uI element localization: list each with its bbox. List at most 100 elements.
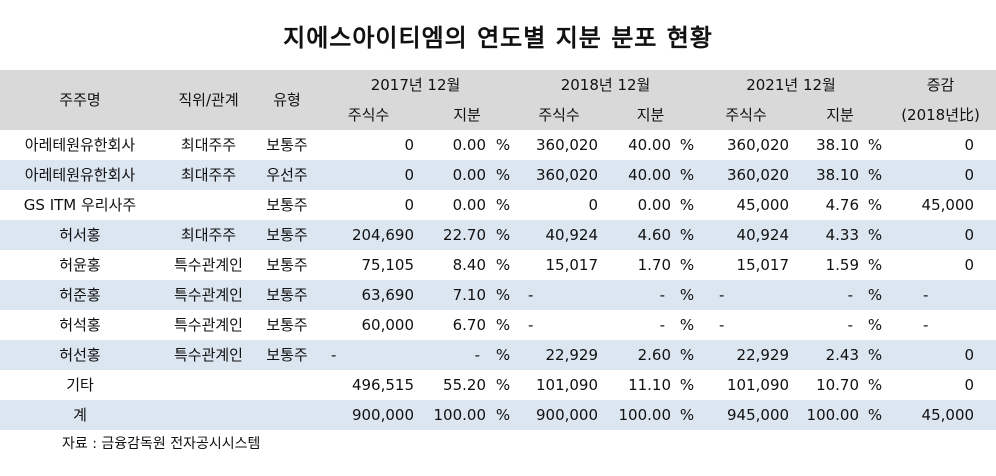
pct-2018-cell: % [679, 376, 695, 394]
table-body: 아레테원유한회사 최대주주 보통주 0 0.00% 360,020 40.00% 360,02… [0, 130, 996, 430]
holder-cell: 허준홍 [59, 286, 101, 304]
shares-2018-cell: 0 [588, 196, 599, 214]
position-cell [160, 400, 257, 430]
pct-2018-cell: % [679, 346, 695, 364]
holder-cell: 계 [73, 406, 87, 424]
pct-2018-cell: % [679, 226, 695, 244]
header-stake-2021: 지분 [826, 106, 854, 124]
table-row: 기타 496,515 55.20% 101,090 11.10% 101,090 10.70… [0, 370, 996, 400]
holder-cell: 기타 [66, 376, 94, 394]
pct-2021-cell: % [867, 376, 883, 394]
type-cell: 우선주 [266, 166, 308, 184]
holder-cell: 아레테원유한회사 [24, 166, 136, 184]
source-note: 자료 : 금융감독원 전자공시시스템 [62, 436, 261, 452]
change-cell: 0 [964, 166, 975, 184]
shares-2017-cell: 496,515 [351, 376, 414, 394]
stake-2021-cell: 100.00 [806, 406, 860, 424]
stake-2018-cell: 100.00 [618, 406, 672, 424]
pct-2021-cell: % [867, 346, 883, 364]
title-bar: 지에스아이티엠의 연도별 지분 분포 현황 [0, 0, 996, 70]
shares-2017-cell: 75,105 [361, 256, 415, 274]
pct-2018-cell: % [679, 196, 695, 214]
stake-2021-cell: - [847, 286, 854, 304]
stake-2018-cell: 40.00 [628, 136, 672, 154]
shares-2018-cell: 360,020 [535, 136, 599, 154]
stake-2018-cell: - [659, 286, 666, 304]
shares-2021-cell: 45,000 [736, 196, 790, 214]
shares-2018-cell: - [528, 316, 534, 334]
stake-2017-cell: 0.00 [452, 136, 486, 154]
stake-2017-cell: 100.00 [433, 406, 487, 424]
stake-2021-cell: 1.59 [825, 256, 860, 274]
pct-2017-cell: % [495, 196, 511, 214]
stake-2017-cell: 6.70 [452, 316, 486, 334]
change-cell: - [923, 286, 929, 304]
table-row: 아레테원유한회사 최대주주 보통주 0 0.00% 360,020 40.00% 360,02… [0, 130, 996, 160]
position-cell [160, 370, 257, 400]
type-cell: 보통주 [266, 256, 308, 274]
shares-2017-cell: 60,000 [361, 316, 415, 334]
change-cell: 0 [964, 226, 975, 244]
position-cell [160, 190, 257, 220]
shares-2021-cell: - [719, 286, 725, 304]
shares-2017-cell: 63,690 [361, 286, 415, 304]
table-row: 허선홍 특수관계인 보통주 - -% 22,929 2.60% 22,929 2.43% 0 [0, 340, 996, 370]
stake-2018-cell: - [659, 316, 666, 334]
shares-2018-cell: 101,090 [535, 376, 599, 394]
header-change: 증감 [926, 76, 955, 94]
stake-2021-cell: 38.10 [816, 166, 860, 184]
holder-cell: GS ITM 우리사주 [23, 196, 137, 214]
table-row: 허서홍 최대주주 보통주 204,690 22.70% 40,924 4.60% 40,924… [0, 220, 996, 250]
table-row: 계 900,000 100.00% 900,000 100.00% 945,000 100.… [0, 400, 996, 430]
position-cell: 최대주주 [180, 226, 237, 244]
header-shares-2021: 주식수 [725, 106, 767, 124]
type-cell: 보통주 [266, 136, 308, 154]
shares-2018-cell: 900,000 [535, 406, 599, 424]
stake-2021-cell: 10.70 [816, 376, 860, 394]
header-change-sub: (2018년比) [901, 106, 980, 124]
pct-2017-cell: % [495, 316, 511, 334]
header-stake-2018: 지분 [636, 106, 665, 124]
shares-2017-cell: 204,690 [351, 226, 414, 244]
stake-2017-cell: 0.00 [452, 196, 486, 214]
header-position: 직위/관계 [178, 91, 239, 109]
holder-cell: 허윤홍 [59, 256, 101, 274]
type-cell: 보통주 [266, 316, 308, 334]
type-cell [257, 370, 317, 400]
stake-2018-cell: 2.60 [637, 346, 672, 364]
stake-2017-cell: - [474, 346, 480, 364]
shares-2018-cell: 22,929 [545, 346, 599, 364]
pct-2018-cell: % [679, 406, 695, 424]
shares-2021-cell: 360,020 [727, 136, 790, 154]
table-header: 주주명 직위/관계 유형 2017년 12월 2018년 12월 2021년 1… [0, 70, 996, 130]
change-cell: 0 [964, 136, 975, 154]
change-cell: 0 [964, 376, 975, 394]
header-holder: 주주명 [59, 91, 101, 109]
stake-2021-cell: - [847, 316, 854, 334]
shares-2021-cell: 101,090 [727, 376, 790, 394]
shares-2017-cell: 0 [404, 136, 414, 154]
shares-2017-cell: 0 [404, 196, 414, 214]
stake-2017-cell: 55.20 [443, 376, 486, 394]
pct-2017-cell: % [495, 166, 511, 184]
header-shares-2017: 주식수 [347, 106, 390, 124]
pct-2018-cell: % [679, 256, 695, 274]
shares-2017-cell: - [331, 346, 337, 364]
pct-2018-cell: % [679, 286, 695, 304]
shares-2018-cell: 360,020 [535, 166, 599, 184]
shares-2021-cell: 22,929 [736, 346, 790, 364]
shares-2021-cell: 40,924 [736, 226, 790, 244]
shares-2021-cell: 360,020 [727, 166, 790, 184]
stake-2018-cell: 0.00 [637, 196, 672, 214]
pct-2017-cell: % [495, 346, 511, 364]
header-stake-2017: 지분 [453, 106, 481, 124]
pct-2018-cell: % [679, 166, 695, 184]
table-row: 허준홍 특수관계인 보통주 63,690 7.10% - -% - -% - [0, 280, 996, 310]
stake-2017-cell: 22.70 [443, 226, 486, 244]
table-row: 아레테원유한회사 최대주주 우선주 0 0.00% 360,020 40.00% 360,02… [0, 160, 996, 190]
pct-2018-cell: % [679, 316, 695, 334]
pct-2021-cell: % [867, 136, 883, 154]
position-cell: 특수관계인 [173, 286, 243, 304]
holder-cell: 아레테원유한회사 [24, 136, 136, 154]
pct-2017-cell: % [495, 286, 511, 304]
